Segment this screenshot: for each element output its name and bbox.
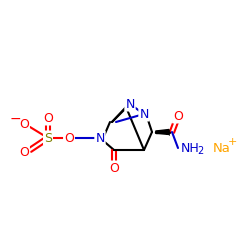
Polygon shape	[156, 130, 169, 134]
Text: O: O	[19, 118, 29, 132]
Text: NH: NH	[181, 142, 200, 154]
Text: O: O	[64, 132, 74, 144]
Text: O: O	[109, 162, 119, 174]
Text: N: N	[139, 108, 149, 120]
Text: 2: 2	[197, 146, 203, 156]
Text: O: O	[173, 110, 183, 122]
Text: N: N	[95, 132, 105, 144]
Text: +: +	[227, 137, 237, 147]
Text: −: −	[9, 112, 21, 126]
Text: N: N	[125, 98, 135, 110]
Text: S: S	[44, 132, 52, 144]
Text: O: O	[43, 112, 53, 124]
Text: O: O	[19, 146, 29, 158]
Text: Na: Na	[213, 142, 231, 154]
